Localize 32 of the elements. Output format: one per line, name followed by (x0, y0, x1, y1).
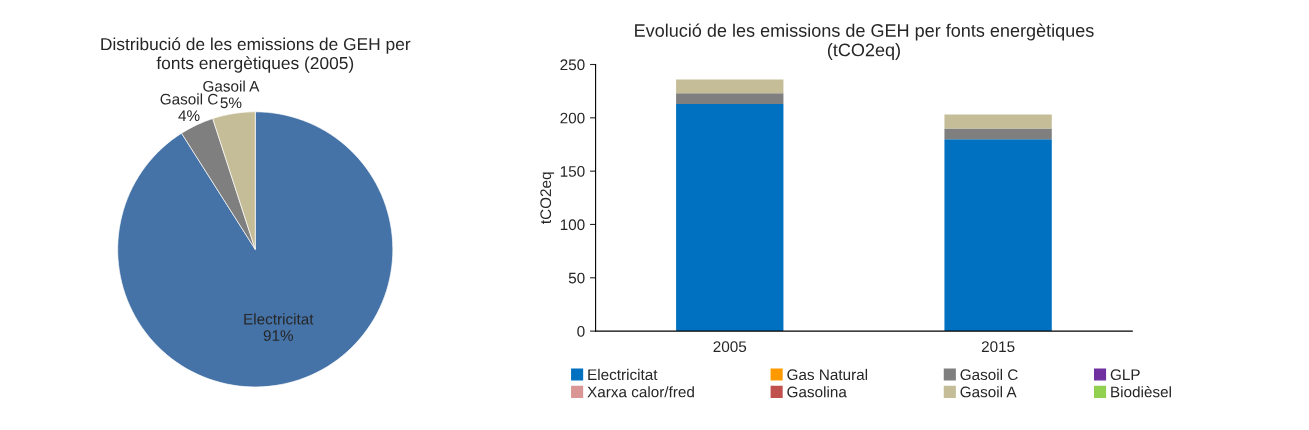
y-tick-label: 50 (568, 272, 585, 284)
legend-label: Xarxa calor/fred (587, 386, 694, 398)
bar (944, 128, 1052, 140)
legend-label: Gasoil A (960, 386, 1017, 398)
y-tick-label: 0 (577, 325, 585, 337)
y-axis-title: tCO2eq (540, 172, 555, 224)
legend-label: Electricitat (588, 368, 658, 381)
bar (676, 93, 784, 104)
chart-title: Evolució de les emissions de GEH per fonts energètiques (tCO2eq) (635, 23, 1094, 60)
data-label: 5% (220, 97, 242, 109)
legend-label: Gasoil C (960, 368, 1018, 381)
pie-slice (117, 111, 394, 388)
bar (676, 103, 784, 332)
y-tick-label: 150 (560, 166, 585, 177)
slice-label: Gasoil A (203, 80, 260, 92)
x-tick-label: 2015 (981, 341, 1015, 353)
bar (944, 139, 1052, 332)
y-tick-label: 200 (560, 112, 585, 124)
legend-label: Gas Natural (787, 368, 868, 381)
y-tick-label: 250 (560, 59, 585, 71)
legend-label: Gasolina (787, 386, 847, 398)
chart-title: Distribució de les emissions de GEH per fonts energètiques (2005) (101, 37, 411, 73)
legend-label: Biodièsel (1111, 385, 1171, 398)
data-label: 4% (178, 110, 200, 121)
legend-label: GLP (1110, 369, 1140, 381)
y-tick-label: 100 (560, 219, 585, 231)
x-tick-label: 2005 (713, 341, 747, 353)
bar (944, 114, 1052, 129)
bar (676, 79, 784, 94)
slice-label: Gasoil C (160, 93, 218, 105)
slice-label: Electricitat (244, 313, 314, 325)
data-label: 91% (263, 330, 294, 342)
